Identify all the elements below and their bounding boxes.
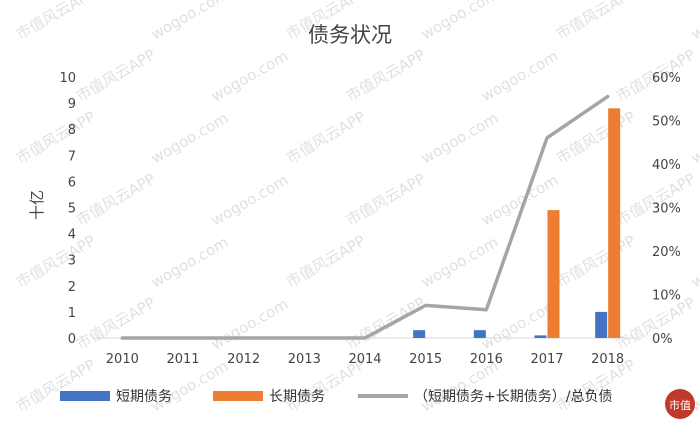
watermark-text: wogoo.com bbox=[688, 233, 700, 292]
watermark-text: 市值风云APP bbox=[343, 170, 429, 230]
watermark-text: 市值风云APP bbox=[553, 232, 639, 292]
watermark-text: wogoo.com bbox=[148, 233, 231, 292]
y2-axis-ticks: 0% 10% 20% 30% 40% 50% 60% bbox=[652, 71, 681, 347]
y2-tick-label: 50% bbox=[652, 115, 681, 130]
watermark-text: 市值风云APP bbox=[13, 108, 99, 168]
y-tick-label: 7 bbox=[68, 149, 76, 164]
y-tick-label: 9 bbox=[68, 97, 76, 112]
bar bbox=[608, 108, 621, 338]
legend-swatch bbox=[213, 391, 263, 401]
x-axis-ticks: 2010 2011 2012 2013 2014 2015 2016 2017 2018 bbox=[106, 352, 624, 367]
x-tick-label: 2011 bbox=[166, 352, 199, 367]
legend-label: 短期债务 bbox=[116, 389, 172, 405]
x-tick-label: 2015 bbox=[409, 352, 442, 367]
watermark-text: wogoo.com bbox=[688, 109, 700, 168]
bar bbox=[595, 311, 608, 338]
bar bbox=[473, 330, 486, 338]
watermark-text: 市值风云APP bbox=[343, 294, 429, 354]
watermark-text: 市值风云APP bbox=[553, 108, 639, 168]
watermark-text: wogoo.com bbox=[478, 47, 561, 106]
legend-label: 长期债务 bbox=[269, 389, 325, 405]
x-tick-label: 2014 bbox=[348, 352, 381, 367]
y-tick-label: 8 bbox=[68, 123, 76, 138]
y2-tick-label: 10% bbox=[652, 289, 681, 304]
y-tick-label: 1 bbox=[68, 306, 76, 321]
y-tick-label: 2 bbox=[68, 280, 76, 295]
y-tick-label: 0 bbox=[68, 332, 76, 347]
x-tick-label: 2013 bbox=[288, 352, 321, 367]
bar-series bbox=[413, 108, 621, 338]
y-tick-label: 10 bbox=[59, 71, 76, 86]
y-axis-ticks: 0 1 2 3 4 5 6 7 8 9 10 bbox=[59, 71, 76, 347]
watermark-text: wogoo.com bbox=[688, 0, 700, 43]
logo-text: 市值 bbox=[669, 398, 691, 412]
watermark-text: 市值风云APP bbox=[613, 170, 699, 230]
watermark-text: 市值风云APP bbox=[13, 0, 99, 43]
watermark-text: 市值风云APP bbox=[73, 170, 159, 230]
watermark-text: 市值风云APP bbox=[13, 356, 99, 416]
watermark-text: wogoo.com bbox=[208, 295, 291, 354]
series-line bbox=[120, 94, 610, 340]
x-tick-label: 2017 bbox=[530, 352, 563, 367]
bar bbox=[547, 210, 560, 338]
watermark-text: 市值风云APP bbox=[343, 46, 429, 106]
watermark-text: wogoo.com bbox=[208, 47, 291, 106]
y2-tick-label: 40% bbox=[652, 158, 681, 173]
logo-circle bbox=[665, 389, 695, 419]
y2-tick-label: 60% bbox=[652, 71, 681, 86]
y-axis-label: 十亿 bbox=[28, 190, 46, 220]
x-tick-label: 2016 bbox=[470, 352, 503, 367]
legend: 短期债务 长期债务 （短期债务+长期债务）/总负债 bbox=[60, 389, 612, 405]
x-tick-label: 2012 bbox=[227, 352, 260, 367]
y-tick-label: 3 bbox=[68, 254, 76, 269]
watermark-text: wogoo.com bbox=[208, 171, 291, 230]
x-tick-label: 2010 bbox=[106, 352, 139, 367]
y-tick-label: 4 bbox=[68, 228, 76, 243]
y-tick-label: 6 bbox=[68, 175, 76, 190]
watermark-text: 市值风云APP bbox=[283, 108, 369, 168]
bar bbox=[413, 330, 426, 338]
watermark-text: wogoo.com bbox=[418, 109, 501, 168]
y2-tick-label: 20% bbox=[652, 245, 681, 260]
legend-label: （短期债务+长期债务）/总负债 bbox=[414, 389, 612, 405]
watermark-text: 市值风云APP bbox=[553, 0, 639, 43]
watermark-text: wogoo.com bbox=[148, 0, 231, 43]
chart-title: 债务状况 bbox=[308, 23, 392, 47]
legend-swatch bbox=[60, 391, 110, 401]
line-series bbox=[120, 94, 610, 340]
watermark-text: 市值风云APP bbox=[283, 232, 369, 292]
y2-tick-label: 0% bbox=[652, 332, 673, 347]
watermark-text: wogoo.com bbox=[418, 233, 501, 292]
watermark-text: wogoo.com bbox=[418, 0, 501, 43]
logo: 市值 bbox=[665, 389, 695, 419]
bar bbox=[534, 335, 547, 338]
watermark-text: wogoo.com bbox=[148, 109, 231, 168]
y-tick-label: 5 bbox=[68, 202, 76, 217]
x-tick-label: 2018 bbox=[591, 352, 624, 367]
watermark-text: 市值风云APP bbox=[13, 232, 99, 292]
watermark-text: 市值风云APP bbox=[73, 294, 159, 354]
y2-tick-label: 30% bbox=[652, 202, 681, 217]
watermark-text: 市值风云APP bbox=[73, 46, 159, 106]
